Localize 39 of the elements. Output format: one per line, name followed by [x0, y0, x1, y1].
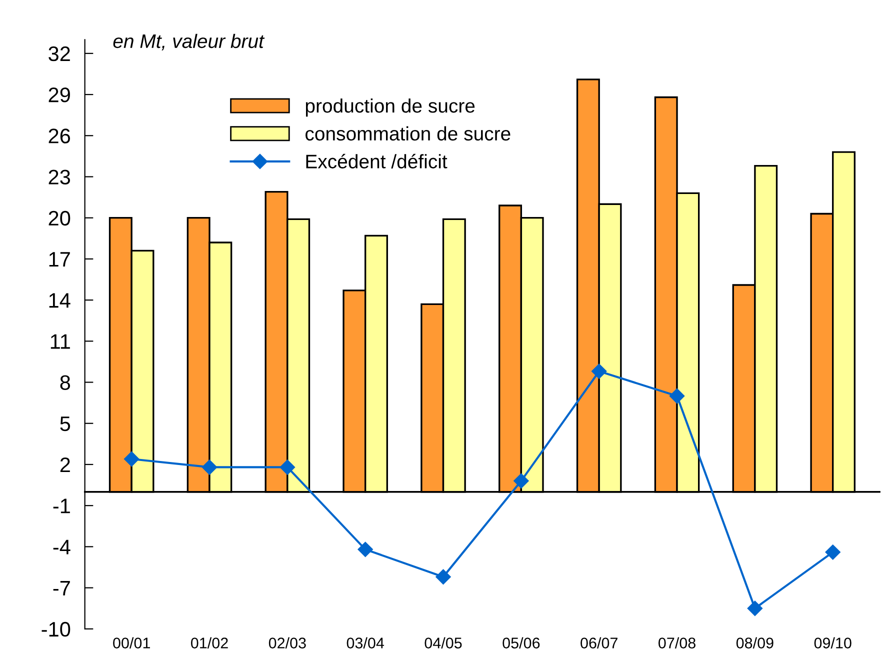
point — [202, 460, 218, 475]
y-tick-label: -1 — [53, 498, 70, 514]
y-tick-label: 32 — [48, 46, 70, 62]
point — [747, 600, 763, 616]
point — [514, 473, 529, 488]
x-tick-label: 02/03 — [268, 637, 306, 648]
point — [124, 451, 140, 467]
y-tick-label: 8 — [60, 375, 70, 390]
point — [592, 364, 607, 379]
x-tick-label: 06/07 — [580, 637, 618, 648]
point — [358, 542, 373, 557]
x-tick-label: 00/01 — [113, 637, 150, 648]
y-tick-label: -7 — [53, 581, 70, 596]
legend-label: consommation de sucre — [306, 126, 510, 141]
point — [280, 460, 295, 475]
y-tick-label: -10 — [42, 622, 70, 637]
legend-label: Excédent /déficit — [306, 154, 448, 168]
y-tick-label: 5 — [60, 416, 70, 432]
x-tick-label: 09/10 — [814, 637, 852, 648]
y-tick-label: -4 — [53, 540, 70, 554]
y-tick-label: 26 — [48, 128, 70, 144]
x-tick-label: 04/05 — [424, 637, 462, 648]
y-tick-label: 14 — [49, 293, 70, 308]
point — [436, 569, 451, 584]
y-tick-label: 2 — [60, 457, 70, 472]
point — [669, 388, 685, 404]
y-tick-label: 20 — [48, 210, 70, 226]
x-tick-label: 08/09 — [736, 637, 774, 648]
y-tick-label: 11 — [50, 334, 70, 349]
y-tick-label: 23 — [48, 170, 70, 184]
annotation: en Mt, valeur brut — [113, 34, 265, 50]
x-tick-label: 05/06 — [502, 637, 540, 648]
y-tick-label: 17 — [49, 252, 70, 266]
legend-label: production de sucre — [306, 98, 475, 117]
point — [825, 544, 840, 560]
x-tick-label: 03/04 — [346, 637, 384, 648]
y-tick-label: 29 — [48, 88, 70, 102]
x-tick-label: 07/08 — [658, 637, 696, 648]
x-tick-label: 01/02 — [190, 637, 228, 648]
